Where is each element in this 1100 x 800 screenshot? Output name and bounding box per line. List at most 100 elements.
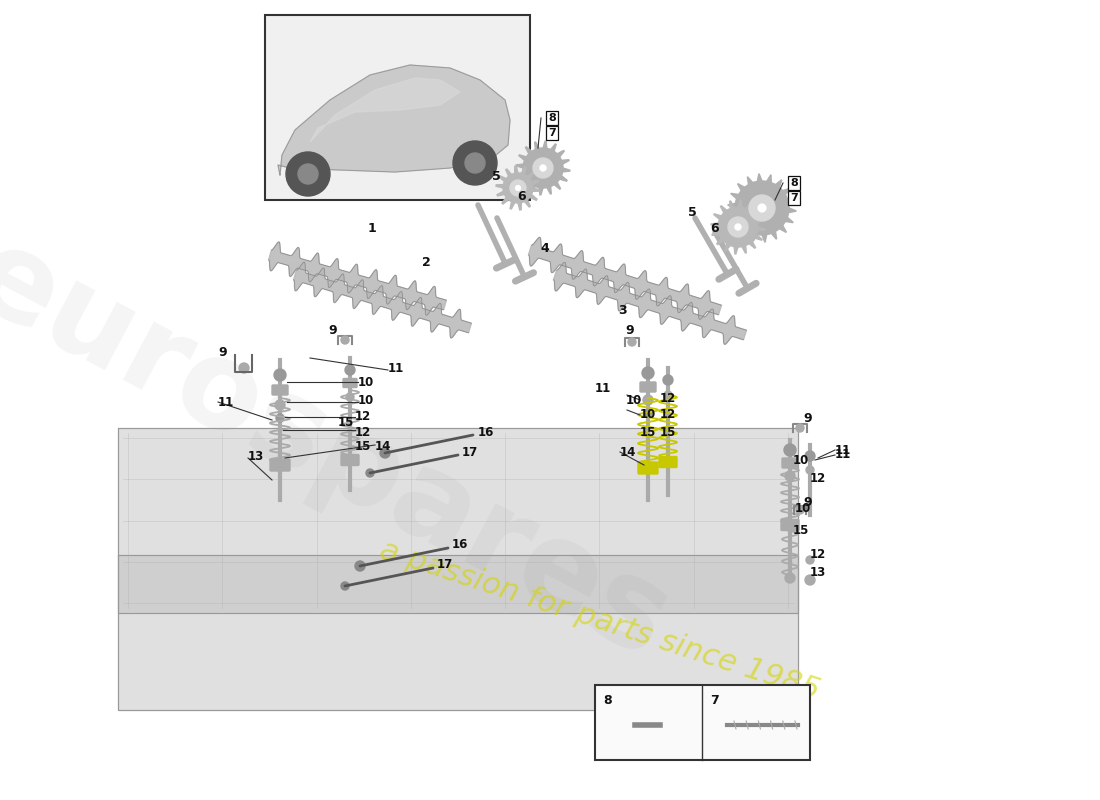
FancyBboxPatch shape (343, 378, 358, 387)
Text: 12: 12 (355, 410, 372, 422)
Text: 13: 13 (248, 450, 264, 462)
Circle shape (785, 573, 795, 583)
Text: 7: 7 (710, 694, 718, 706)
Circle shape (644, 409, 652, 417)
Polygon shape (515, 166, 518, 174)
Text: 9: 9 (328, 323, 337, 337)
Polygon shape (780, 226, 786, 232)
Polygon shape (742, 229, 748, 236)
Polygon shape (499, 176, 506, 182)
Text: 17: 17 (437, 558, 453, 571)
Circle shape (663, 375, 673, 385)
Text: 3: 3 (618, 303, 627, 317)
Polygon shape (497, 191, 505, 196)
Text: 14: 14 (620, 446, 637, 458)
FancyBboxPatch shape (272, 385, 288, 395)
Circle shape (534, 158, 553, 178)
Polygon shape (521, 167, 526, 174)
Circle shape (465, 153, 485, 173)
Circle shape (298, 164, 318, 184)
FancyBboxPatch shape (781, 519, 799, 530)
FancyBboxPatch shape (270, 459, 290, 471)
Polygon shape (758, 227, 764, 231)
Polygon shape (712, 231, 719, 235)
Text: 8: 8 (790, 178, 798, 188)
Polygon shape (543, 141, 547, 148)
Circle shape (453, 141, 497, 185)
Polygon shape (525, 200, 530, 207)
Polygon shape (783, 188, 790, 194)
Polygon shape (519, 155, 527, 160)
Text: 11: 11 (218, 395, 234, 409)
Circle shape (806, 556, 814, 564)
Polygon shape (294, 262, 472, 338)
Circle shape (341, 336, 349, 344)
Polygon shape (785, 218, 793, 222)
Text: 11: 11 (388, 362, 405, 374)
Text: 10: 10 (626, 394, 642, 406)
Polygon shape (752, 210, 759, 216)
Circle shape (728, 217, 748, 237)
Polygon shape (562, 168, 570, 172)
Text: 16: 16 (478, 426, 494, 438)
Polygon shape (532, 188, 540, 191)
Polygon shape (560, 176, 566, 181)
Polygon shape (530, 194, 537, 200)
FancyBboxPatch shape (640, 382, 656, 392)
Polygon shape (268, 242, 447, 315)
Polygon shape (738, 184, 745, 190)
Polygon shape (789, 208, 796, 213)
Polygon shape (521, 179, 529, 186)
Polygon shape (771, 231, 777, 239)
Polygon shape (530, 185, 536, 192)
Text: 11: 11 (595, 382, 612, 394)
Text: 8: 8 (603, 694, 612, 706)
Polygon shape (755, 234, 762, 240)
Text: 6: 6 (710, 222, 718, 234)
Polygon shape (528, 238, 722, 319)
Text: 15: 15 (793, 523, 810, 537)
Circle shape (796, 424, 804, 432)
Polygon shape (767, 175, 771, 182)
Text: 4: 4 (540, 242, 549, 254)
Text: 5: 5 (688, 206, 696, 219)
Polygon shape (516, 164, 524, 168)
Circle shape (735, 181, 789, 235)
Text: 15: 15 (660, 426, 676, 438)
Text: 11: 11 (835, 443, 851, 457)
Text: 12: 12 (810, 471, 826, 485)
Polygon shape (788, 198, 795, 203)
Circle shape (341, 582, 349, 590)
Circle shape (355, 561, 365, 571)
Circle shape (805, 451, 815, 461)
Circle shape (664, 391, 672, 399)
Circle shape (628, 338, 636, 346)
Polygon shape (553, 262, 747, 344)
Polygon shape (118, 555, 798, 710)
Polygon shape (749, 241, 756, 248)
Text: 10: 10 (358, 375, 374, 389)
Circle shape (275, 400, 285, 410)
Text: 1: 1 (368, 222, 376, 234)
Text: 15: 15 (338, 415, 354, 429)
Polygon shape (729, 201, 734, 209)
Text: 10: 10 (640, 409, 657, 422)
Circle shape (522, 148, 563, 188)
Text: eurospares: eurospares (0, 217, 689, 683)
Polygon shape (762, 234, 767, 242)
Polygon shape (711, 223, 718, 227)
Text: 12: 12 (810, 549, 826, 562)
Text: 14: 14 (375, 439, 392, 453)
Circle shape (735, 224, 741, 230)
Polygon shape (310, 78, 460, 142)
Polygon shape (496, 185, 504, 188)
Polygon shape (776, 180, 782, 187)
Text: 13: 13 (810, 566, 826, 578)
Text: 2: 2 (422, 257, 431, 270)
Polygon shape (278, 65, 510, 175)
Polygon shape (118, 428, 798, 613)
Polygon shape (746, 203, 751, 210)
Circle shape (785, 471, 795, 481)
Circle shape (276, 414, 284, 422)
Polygon shape (531, 180, 539, 185)
